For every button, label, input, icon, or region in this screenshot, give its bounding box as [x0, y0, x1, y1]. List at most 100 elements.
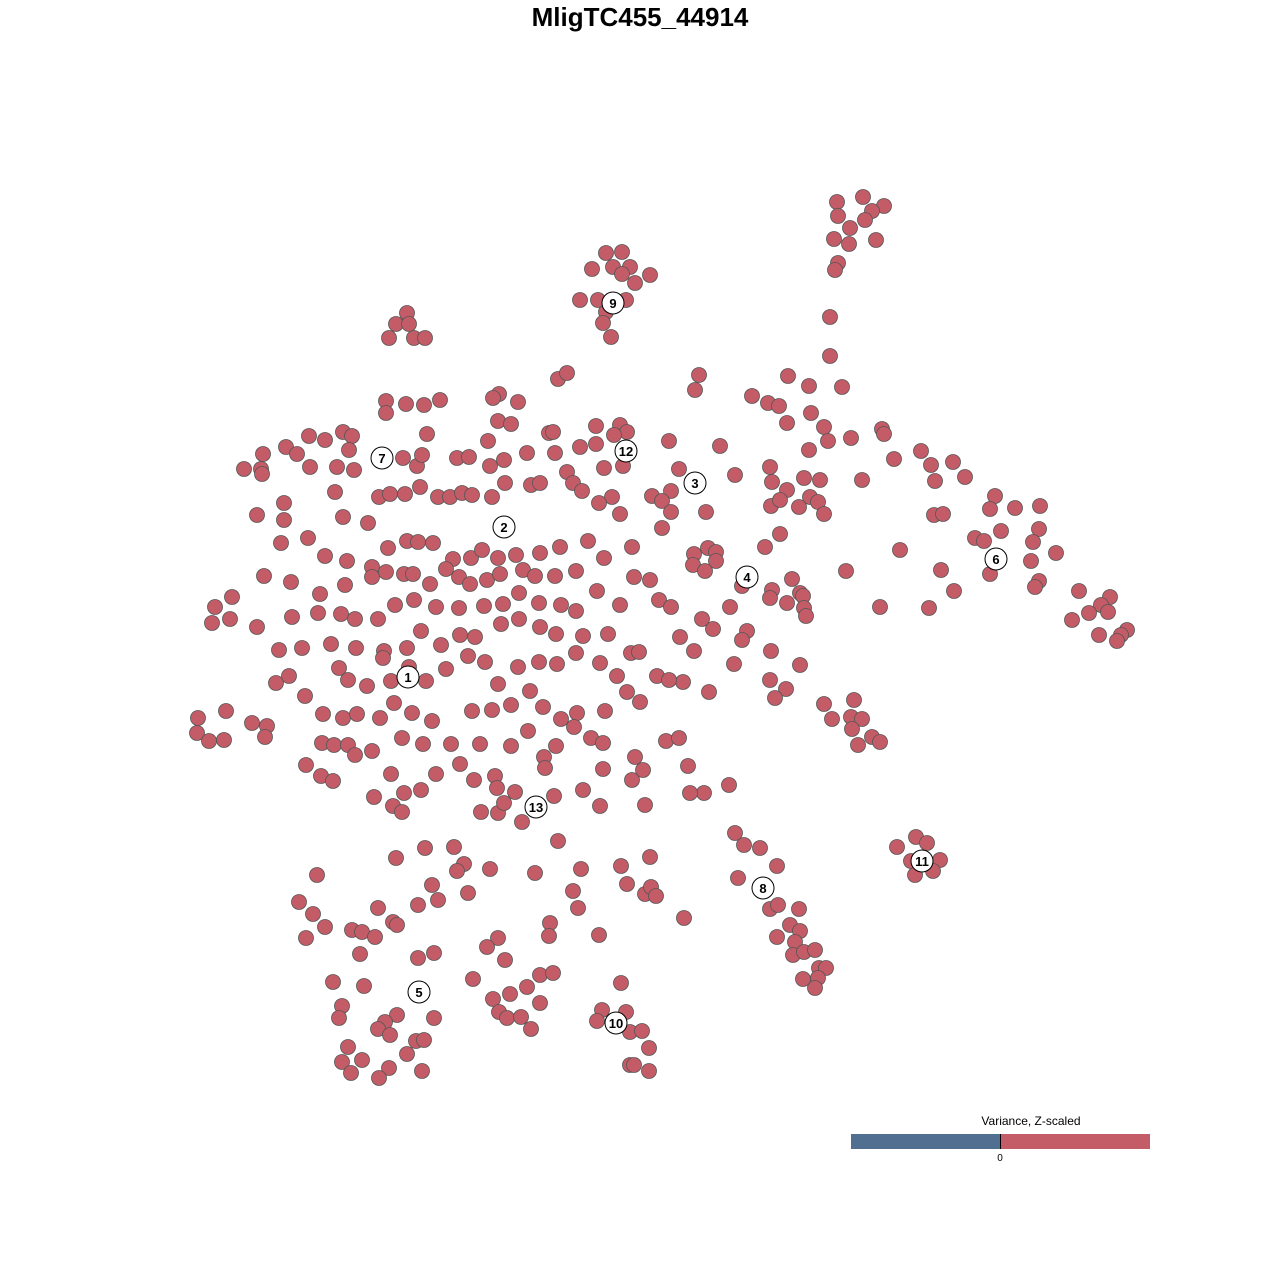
cluster-label-text: 5 [415, 985, 422, 1000]
data-point [283, 574, 299, 590]
data-point [568, 645, 584, 661]
data-point [803, 405, 819, 421]
data-point [331, 1010, 347, 1026]
data-point [876, 426, 892, 442]
data-point [473, 804, 489, 820]
data-point [697, 563, 713, 579]
data-point [722, 599, 738, 615]
data-point [474, 542, 490, 558]
data-point [425, 535, 441, 551]
cluster-label: 13 [524, 795, 548, 819]
data-point [216, 732, 232, 748]
data-point [889, 839, 905, 855]
data-point [348, 640, 364, 656]
data-point [661, 433, 677, 449]
data-point [632, 694, 648, 710]
data-point [485, 991, 501, 1007]
cluster-label-text: 9 [609, 296, 616, 311]
data-point [244, 715, 260, 731]
data-point [946, 583, 962, 599]
data-point [382, 1027, 398, 1043]
data-point [460, 648, 476, 664]
data-point [527, 568, 543, 584]
data-point [333, 606, 349, 622]
data-point [508, 547, 524, 563]
data-point [394, 730, 410, 746]
data-point [276, 512, 292, 528]
data-point [676, 910, 692, 926]
data-point [490, 413, 506, 429]
data-point [919, 835, 935, 851]
data-point [982, 501, 998, 517]
data-point [913, 443, 929, 459]
data-point [305, 906, 321, 922]
data-point [416, 397, 432, 413]
data-point [624, 539, 640, 555]
data-point [317, 548, 333, 564]
data-point [612, 506, 628, 522]
data-point [424, 877, 440, 893]
data-point [395, 450, 411, 466]
data-point [327, 484, 343, 500]
data-point [356, 978, 372, 994]
data-point [484, 489, 500, 505]
data-point [648, 888, 664, 904]
data-point [386, 695, 402, 711]
data-point [417, 330, 433, 346]
data-point [446, 839, 462, 855]
data-point [572, 439, 588, 455]
data-point [779, 415, 795, 431]
data-point [492, 566, 508, 582]
data-point [479, 572, 495, 588]
data-point [824, 711, 840, 727]
data-point [816, 419, 832, 435]
cluster-label: 2 [492, 515, 516, 539]
cluster-label: 6 [984, 547, 1008, 571]
data-point [772, 526, 788, 542]
data-point [410, 897, 426, 913]
data-point [1007, 500, 1023, 516]
data-point [335, 710, 351, 726]
data-point [778, 681, 794, 697]
data-point [671, 730, 687, 746]
data-point [514, 814, 530, 830]
data-point [426, 945, 442, 961]
data-point [432, 392, 448, 408]
data-point [1064, 612, 1080, 628]
data-point [510, 659, 526, 675]
data-point [298, 757, 314, 773]
data-point [389, 917, 405, 933]
data-point [727, 467, 743, 483]
data-point [721, 777, 737, 793]
data-point [568, 603, 584, 619]
data-point [480, 433, 496, 449]
data-point [412, 479, 428, 495]
data-point [532, 967, 548, 983]
data-point [490, 550, 506, 566]
data-point [426, 1010, 442, 1026]
data-point [584, 261, 600, 277]
data-point [347, 747, 363, 763]
data-point [522, 683, 538, 699]
data-point [626, 569, 642, 585]
data-point [352, 946, 368, 962]
data-point [976, 533, 992, 549]
data-point [727, 825, 743, 841]
data-point [838, 563, 854, 579]
data-point [826, 231, 842, 247]
data-point [597, 703, 613, 719]
data-point [771, 398, 787, 414]
data-point [1071, 583, 1087, 599]
cluster-label-text: 4 [743, 570, 751, 585]
data-point [433, 637, 449, 653]
data-point [325, 773, 341, 789]
data-point [603, 329, 619, 345]
data-point [822, 309, 838, 325]
cluster-label: 4 [735, 565, 759, 589]
data-point [410, 950, 426, 966]
data-point [570, 900, 586, 916]
cluster-label-text: 6 [992, 552, 999, 567]
data-point [843, 430, 859, 446]
data-point [696, 785, 712, 801]
